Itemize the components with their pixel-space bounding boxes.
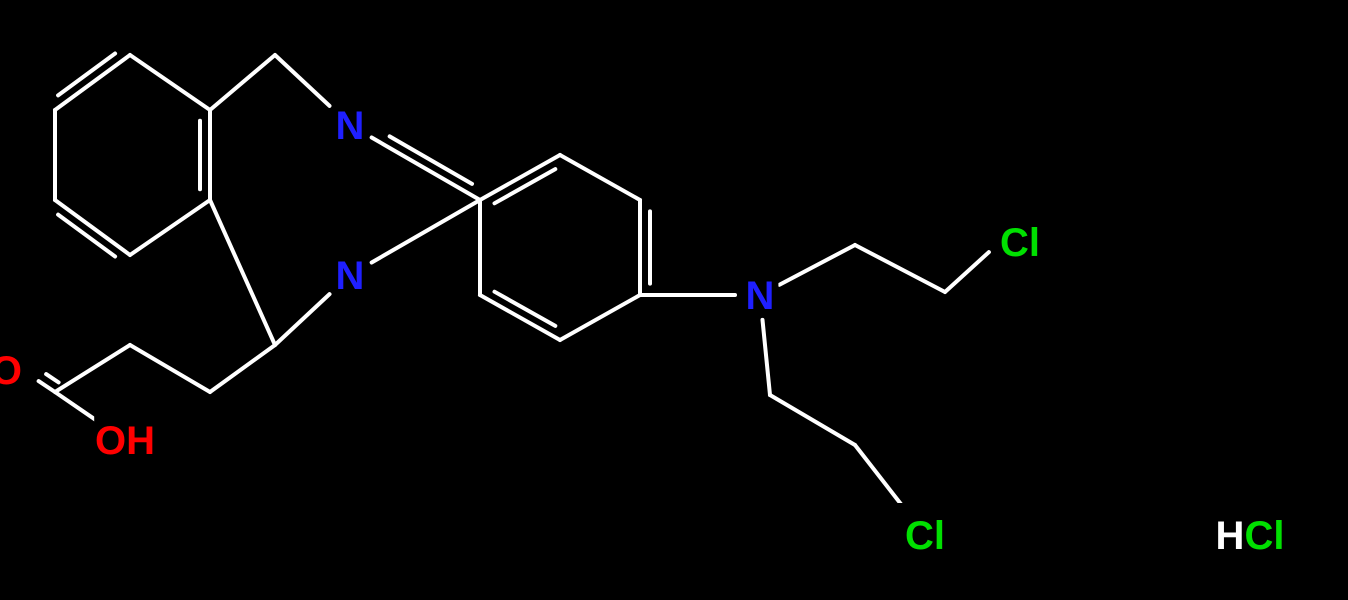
atom-label: Cl [1000,221,1040,265]
bond [560,295,640,340]
bond [275,55,330,106]
atom-label: OH [95,419,155,463]
bond [855,445,908,513]
bond [372,137,480,200]
bond [480,155,560,200]
bond [275,294,330,345]
atom-label: N [336,104,365,148]
atom-label: N [336,254,365,298]
bond [480,295,560,340]
bond [762,320,770,395]
bond [130,55,210,110]
bond [770,395,855,445]
bond [55,345,130,392]
bond [560,155,640,200]
atom-label: N [746,274,775,318]
bond [130,345,210,392]
atom-label: Cl [905,514,945,558]
bond [130,200,210,255]
bond [210,55,275,110]
bond [39,381,55,392]
bond [372,200,480,263]
bond [945,252,989,292]
bond [210,200,275,345]
bond [390,136,472,184]
bond [210,345,275,392]
bond [46,374,58,382]
bond [779,245,855,285]
atom-label: O [0,349,22,393]
hcl-label: HCl [1216,514,1285,558]
bond [55,200,130,255]
bond [55,55,130,110]
molecule-diagram: N N O OH N Cl Cl HCl [0,0,1348,600]
bond [855,245,945,292]
